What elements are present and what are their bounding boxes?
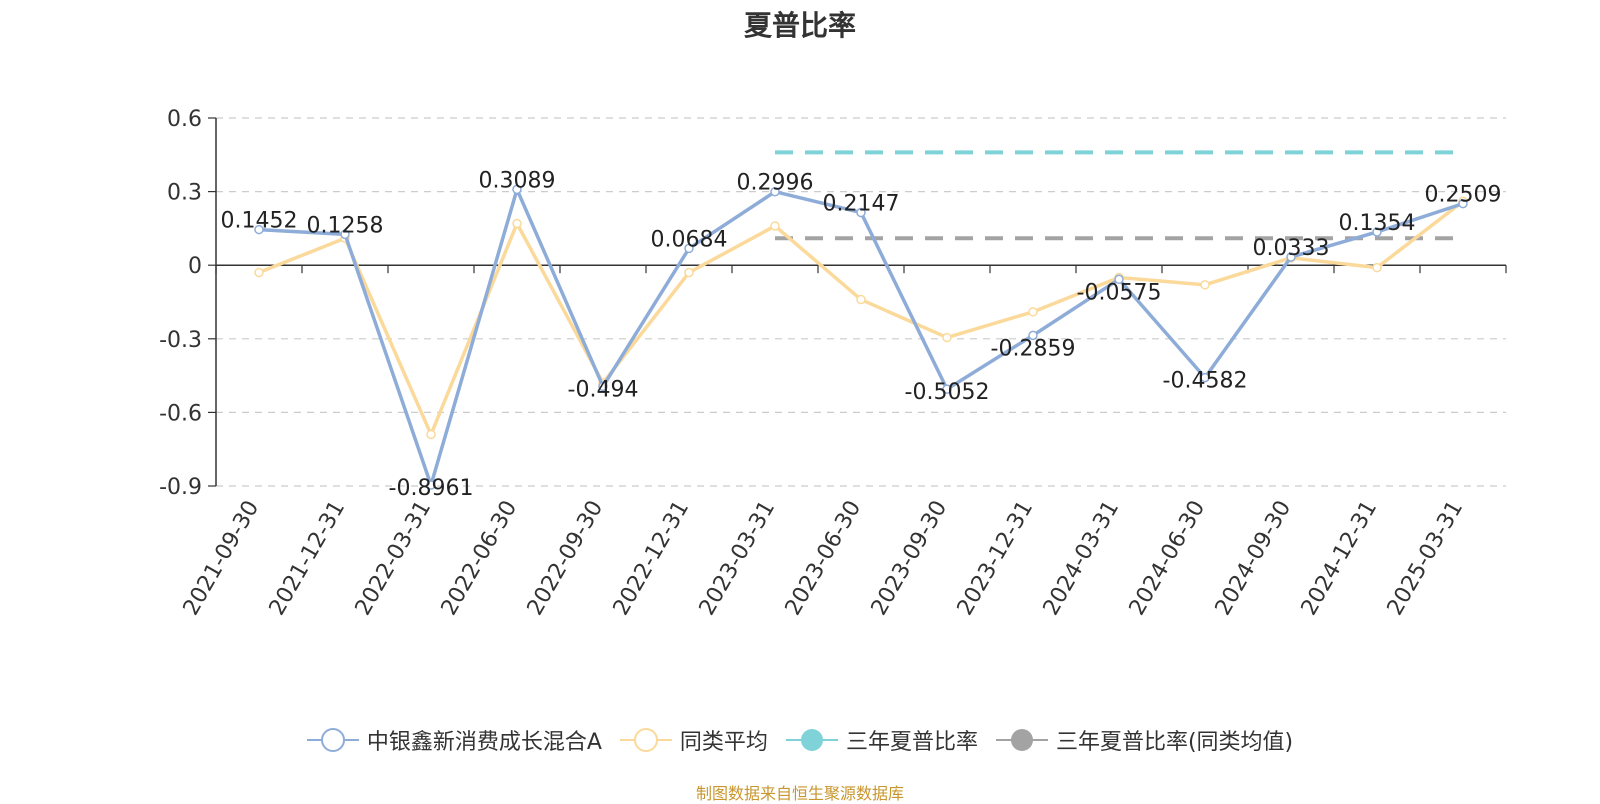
x-tick-label: 2023-03-31	[695, 497, 781, 620]
legend-label: 中银鑫新消费成长混合A	[366, 730, 602, 755]
data-label: -0.8961	[389, 476, 474, 501]
x-tick-label: 2023-12-31	[953, 497, 1039, 620]
series-point	[254, 267, 264, 278]
series-point	[856, 294, 866, 305]
legend-line-circle-icon	[619, 728, 672, 752]
data-label: -0.2859	[991, 336, 1076, 361]
series-point	[254, 224, 264, 235]
legend-label: 三年夏普比率	[845, 730, 978, 755]
data-source-note: 制图数据来自恒生聚源数据库	[695, 784, 904, 803]
x-tick-label: 2024-03-31	[1039, 497, 1125, 620]
chart-title: 夏普比率	[743, 9, 856, 42]
legend-item-fund[interactable]: 中银鑫新消费成长混合A	[306, 724, 602, 756]
series-point	[1200, 372, 1210, 383]
series-point	[1286, 252, 1296, 262]
series-point	[426, 429, 436, 440]
legend: 中银鑫新消费成长混合A 同类平均 三年夏普比率 三年夏普比率(同类均值)	[0, 722, 1600, 758]
legend-label: 三年夏普比率(同类均值)	[1055, 730, 1294, 755]
series-point	[1458, 198, 1468, 209]
x-tick-label: 2023-09-30	[867, 497, 953, 620]
series-point	[340, 229, 350, 240]
series-point	[426, 480, 436, 490]
legend-line-circle-icon	[306, 728, 359, 752]
y-tick-label: 0.6	[167, 107, 202, 132]
data-label: -0.494	[568, 377, 639, 402]
series-point	[1372, 262, 1382, 273]
series-point	[684, 267, 694, 278]
reference-lines	[775, 150, 1463, 241]
x-tick-label: 2022-06-30	[437, 497, 523, 620]
series-point	[1372, 227, 1382, 237]
series-point	[770, 186, 780, 197]
data-label: -0.4582	[1163, 369, 1248, 394]
series-point	[512, 218, 522, 229]
legend-item-three-year-sharpe-peer[interactable]: 三年夏普比率(同类均值)	[995, 724, 1294, 756]
series-point	[856, 207, 866, 218]
series-point	[684, 243, 694, 254]
series-point	[1114, 274, 1124, 285]
data-label: 0.1354	[1339, 211, 1416, 236]
data-label: 0.2509	[1425, 183, 1502, 208]
series-line	[258, 187, 1464, 487]
series-point	[1200, 280, 1210, 290]
series-point	[598, 381, 608, 392]
y-tick-label: -0.9	[159, 475, 202, 500]
x-tick-label: 2023-06-30	[781, 497, 867, 620]
data-label: -0.5052	[905, 380, 990, 405]
y-tick-label: 0	[188, 254, 202, 279]
x-tick-label: 2022-03-31	[351, 497, 437, 620]
data-label: 0.3089	[479, 168, 556, 193]
series-point	[1028, 307, 1038, 317]
x-tick-label: 2021-09-30	[179, 497, 265, 620]
data-labels: 0.1452 0.1258 -0.8961 0.3089 -0.494 0.0684 0.2…	[221, 168, 1502, 501]
data-label: 0.2147	[823, 192, 900, 217]
x-tick-label: 2024-12-31	[1297, 497, 1383, 620]
data-label: -0.0575	[1077, 280, 1162, 305]
x-tick-label: 2025-03-31	[1383, 497, 1469, 620]
series-point	[770, 221, 780, 231]
x-tick-label: 2024-09-30	[1211, 497, 1297, 620]
x-tick-label: 2024-06-30	[1125, 497, 1211, 620]
legend-item-peer-average[interactable]: 同类平均	[619, 724, 768, 756]
data-label: 0.1258	[307, 213, 384, 238]
legend-label: 同类平均	[679, 730, 768, 755]
x-tick-label: 2022-09-30	[523, 497, 609, 620]
y-tick-label: -0.3	[159, 328, 202, 353]
series-point	[942, 384, 952, 394]
y-tick-label: 0.3	[167, 181, 202, 206]
legend-line-dot-icon	[785, 729, 838, 751]
y-tick-label: -0.6	[159, 401, 202, 426]
data-label: 0.0684	[651, 227, 728, 252]
data-label: 0.0333	[1253, 236, 1330, 261]
series-point	[942, 332, 952, 343]
series-point	[512, 184, 522, 195]
legend-line-dot-icon	[995, 729, 1048, 751]
series-point	[1028, 330, 1038, 341]
legend-item-three-year-sharpe[interactable]: 三年夏普比率	[785, 724, 978, 756]
series-lines	[254, 184, 1468, 490]
x-tick-label: 2021-12-31	[265, 497, 351, 620]
x-tick-label: 2022-12-31	[609, 497, 695, 620]
data-label: 0.1452	[221, 209, 298, 234]
data-label: 0.2996	[737, 171, 814, 196]
